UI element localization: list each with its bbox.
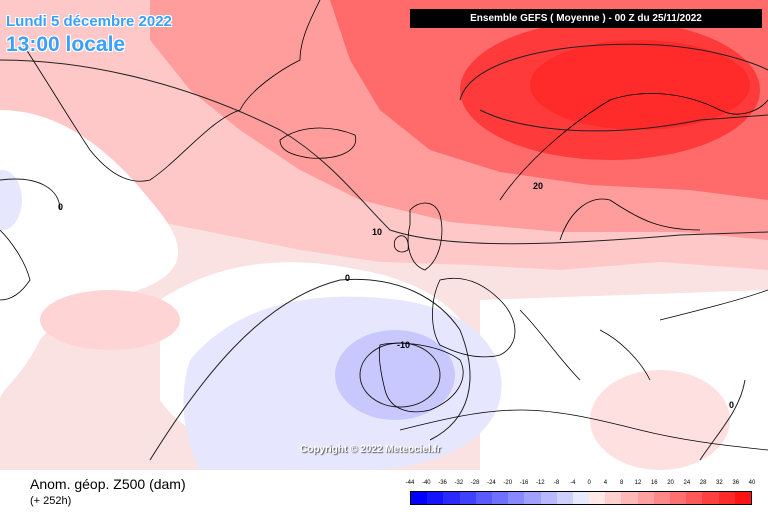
negative-anomaly-west-atlantic	[0, 170, 22, 230]
color-scale-swatch	[475, 492, 492, 504]
color-scale-swatch	[621, 492, 638, 504]
iberia-coast	[378, 342, 464, 413]
contour-label: 0	[58, 202, 63, 212]
contour-value-labels: 20 10 0 0 -10 0	[58, 181, 734, 410]
color-scale-tick-label: 8	[620, 480, 624, 486]
greenland-coast	[19, 0, 321, 182]
contour-label: -10	[397, 340, 410, 350]
color-scale-swatch	[411, 492, 428, 504]
positive-anomaly-max	[530, 40, 750, 130]
contour-10	[0, 59, 768, 245]
color-scale-swatch	[670, 492, 687, 504]
color-scale-tick-label: 24	[683, 480, 691, 486]
color-scale-swatch	[524, 492, 541, 504]
contour-20	[459, 43, 768, 132]
color-scale-tick-label: -24	[487, 480, 496, 486]
color-scale-swatch	[686, 492, 703, 504]
contour-label: 10	[372, 227, 382, 237]
contour-0-south	[149, 278, 471, 461]
europe-coast	[432, 277, 768, 381]
positive-anomaly-eastmed	[590, 370, 730, 470]
positive-anomaly-westatlantic	[40, 290, 180, 350]
color-scale-swatch	[491, 492, 509, 504]
color-scale-tick-label: 0	[587, 480, 591, 486]
color-scale-swatch	[653, 492, 670, 504]
british-isles-coast	[393, 202, 443, 271]
color-scale-swatch	[605, 492, 622, 504]
contour-label: 0	[345, 273, 350, 283]
north-africa-coast	[399, 409, 768, 451]
contour-lines	[0, 43, 768, 461]
color-scale-tick-label: -40	[421, 480, 431, 486]
color-scale-tick-label: 20	[667, 480, 674, 486]
color-scale-tick-label: -20	[503, 480, 513, 486]
contour-label: 0	[729, 400, 734, 410]
color-scale-tick-label: 40	[748, 480, 756, 486]
color-scale-tick-label: -16	[519, 480, 529, 486]
contour-0-east	[699, 379, 746, 461]
scandinavia-coast	[499, 93, 768, 241]
iceland-coast	[279, 127, 357, 159]
color-scale-tick-label: -8	[553, 480, 560, 486]
forecast-date: Lundi 5 décembre 2022	[6, 13, 172, 30]
color-scale-swatch	[459, 492, 476, 504]
color-scale-tick-label: -44	[405, 480, 415, 486]
color-scale-swatch	[702, 492, 719, 504]
copyright-notice: Copyright © 2022 Meteociel.fr	[300, 444, 441, 455]
contour-label: 20	[533, 181, 543, 191]
lead-time: (+ 252h)	[30, 495, 72, 507]
color-scale-swatch	[508, 492, 525, 504]
color-scale-tick-label: 12	[634, 480, 642, 486]
color-scale-tick-label: -4	[570, 480, 576, 486]
color-scale-tick-label: -28	[470, 480, 480, 486]
color-scale-labels: -44 -40 -36 -32 -28 -24 -20 -16 -12 -8 -4 0 4 8 12 16 20…	[406, 480, 756, 490]
color-scale-bar	[410, 491, 752, 505]
color-scale-swatch	[589, 492, 606, 504]
anomaly-map: 20 10 0 0 -10 0	[0, 0, 768, 470]
contour-0-north	[0, 178, 61, 211]
coastlines	[0, 0, 768, 451]
color-scale-tick-label: 28	[699, 480, 707, 486]
color-scale-swatch	[556, 492, 573, 504]
color-scale-swatch	[734, 492, 751, 504]
color-scale-swatch	[540, 492, 557, 504]
negative-anomaly-core	[335, 330, 455, 420]
color-scale-tick-label: 4	[603, 480, 608, 486]
color-scale-tick-label: -36	[438, 480, 447, 486]
field-label: Anom. géop. Z500 (dam)	[30, 476, 186, 492]
color-scale-tick-label: -12	[535, 480, 545, 486]
model-info-banner: Ensemble GEFS ( Moyenne ) - 00 Z du 25/1…	[410, 9, 762, 28]
newfoundland-coast	[0, 229, 31, 301]
color-scale-swatch	[427, 492, 444, 504]
color-scale-tick-label: 36	[732, 480, 740, 486]
color-scale-tick-label: -32	[454, 480, 464, 486]
forecast-local-time: 13:00 locale	[6, 33, 126, 56]
color-scale-tick-label: 16	[650, 480, 658, 486]
color-scale-swatch	[443, 492, 460, 504]
color-scale-swatch	[718, 492, 735, 504]
color-scale-swatch	[637, 492, 654, 504]
color-scale-tick-label: 32	[716, 480, 723, 486]
map-footer: Anom. géop. Z500 (dam) (+ 252h) -44 -40 -3…	[0, 470, 768, 512]
color-scale-swatch	[572, 492, 590, 504]
